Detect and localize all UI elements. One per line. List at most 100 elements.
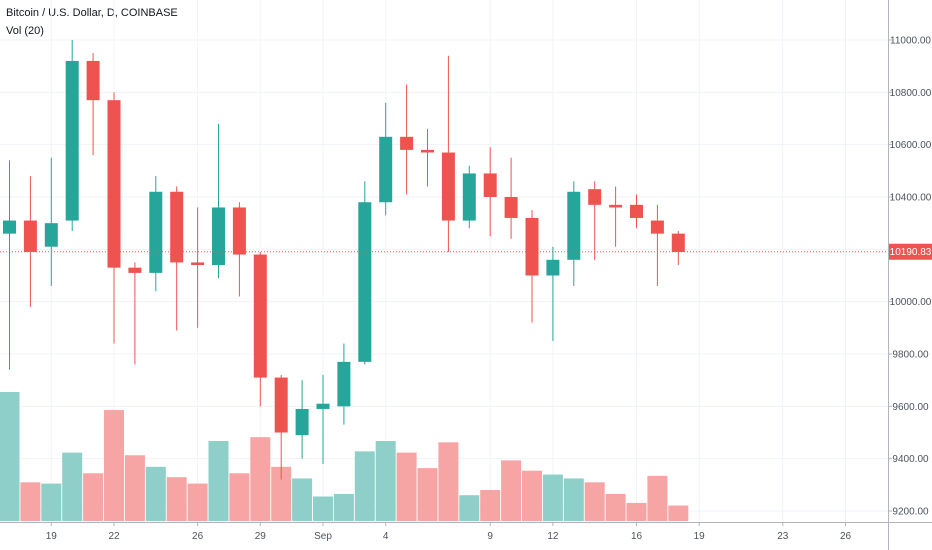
candle: [567, 181, 581, 286]
x-tick-label: 16: [631, 531, 643, 542]
candle-body: [379, 136, 393, 203]
candle-body: [86, 60, 100, 101]
volume-bar: [522, 470, 542, 521]
volume-bar: [354, 451, 375, 521]
candle: [3, 160, 16, 370]
candle-body: [107, 100, 121, 268]
x-tick-label: 23: [777, 531, 789, 542]
candle-body: [316, 403, 330, 409]
candle-body: [191, 262, 205, 266]
candle: [504, 157, 518, 239]
candle-body: [546, 259, 560, 276]
candle: [253, 251, 267, 407]
volume-bar: [501, 460, 522, 521]
volume-bar: [83, 473, 104, 521]
candle-body: [212, 207, 225, 266]
candle-body: [232, 207, 246, 255]
volume-indicator-label: Vol (20): [6, 25, 44, 37]
volume-bar: [480, 490, 501, 521]
candle: [149, 176, 163, 292]
candle-body: [44, 223, 58, 247]
candle: [630, 194, 643, 229]
y-tick-label: 9600.00: [892, 402, 929, 413]
volume-bar: [104, 410, 124, 521]
candle: [609, 186, 623, 247]
last-price-tag: [889, 243, 932, 260]
volume-bar: [584, 482, 605, 521]
volume-bar: [459, 495, 480, 521]
volume-bar: [271, 466, 292, 521]
candle: [400, 84, 414, 195]
candle-body: [609, 204, 623, 208]
candle: [525, 210, 539, 323]
candle: [379, 102, 393, 216]
candle: [65, 40, 79, 232]
candle: [588, 181, 602, 260]
volume-bar: [292, 478, 313, 521]
volume-bar: [187, 483, 208, 521]
candle: [212, 123, 225, 279]
x-tick-label: 29: [255, 531, 267, 542]
y-tick-label: 9200.00: [892, 507, 929, 518]
candle-body: [483, 173, 497, 197]
y-tick-label: 10600.00: [890, 140, 932, 151]
last-price-line: 10190.83: [0, 243, 932, 260]
candle-body: [149, 191, 163, 273]
volume-bar: [417, 468, 438, 521]
x-tick-label: 26: [192, 531, 204, 542]
candle-body: [650, 220, 664, 234]
candle-body: [170, 191, 184, 263]
volume-bar: [542, 474, 563, 521]
candle-body: [462, 173, 476, 221]
volume-bar: [396, 452, 417, 521]
volume-bar: [438, 442, 459, 521]
volume-bar: [605, 493, 626, 521]
x-tick-label: 19: [694, 531, 706, 542]
candle: [441, 55, 455, 252]
chart-title: Bitcoin / U.S. Dollar, D, COINBASE: [6, 7, 178, 19]
candle-body: [630, 204, 643, 218]
volume-bar: [229, 473, 250, 521]
x-tick-label: 9: [487, 531, 493, 542]
volume-bar: [166, 477, 187, 521]
candle-body: [441, 152, 455, 221]
candle-body: [23, 220, 37, 252]
candle: [316, 374, 330, 464]
candle: [128, 262, 142, 365]
volume-bar: [145, 466, 166, 521]
volume-bar: [313, 496, 333, 521]
candle-body: [671, 233, 685, 252]
candle: [170, 186, 184, 331]
y-tick-label: 9400.00: [892, 454, 929, 465]
x-tick-label: 12: [547, 531, 559, 542]
candle: [483, 147, 497, 237]
x-tick-label: 19: [46, 531, 58, 542]
candle: [650, 204, 664, 286]
volume-bar: [668, 505, 689, 521]
candle: [274, 374, 288, 480]
y-tick-label: 9800.00: [892, 350, 929, 361]
volume-bar: [563, 478, 584, 521]
candle: [191, 207, 205, 328]
y-tick-label: 10400.00: [890, 193, 932, 204]
candle-body: [3, 220, 16, 234]
last-price-label: 10190.83: [890, 247, 932, 258]
x-tick-label: 26: [840, 531, 852, 542]
candle-body: [504, 197, 518, 218]
candle: [546, 246, 560, 341]
candle-body: [253, 254, 267, 378]
candle: [462, 165, 476, 229]
volume-bar: [0, 392, 20, 521]
candle-body: [588, 189, 602, 205]
candle: [23, 176, 37, 307]
candle-body: [65, 60, 79, 221]
candle-body: [525, 217, 539, 276]
candles: [3, 40, 685, 480]
volume-bar: [626, 502, 647, 521]
x-tick-label: 4: [383, 531, 389, 542]
candle: [358, 181, 372, 365]
y-tick-label: 10000.00: [890, 297, 932, 308]
candle: [44, 157, 58, 286]
